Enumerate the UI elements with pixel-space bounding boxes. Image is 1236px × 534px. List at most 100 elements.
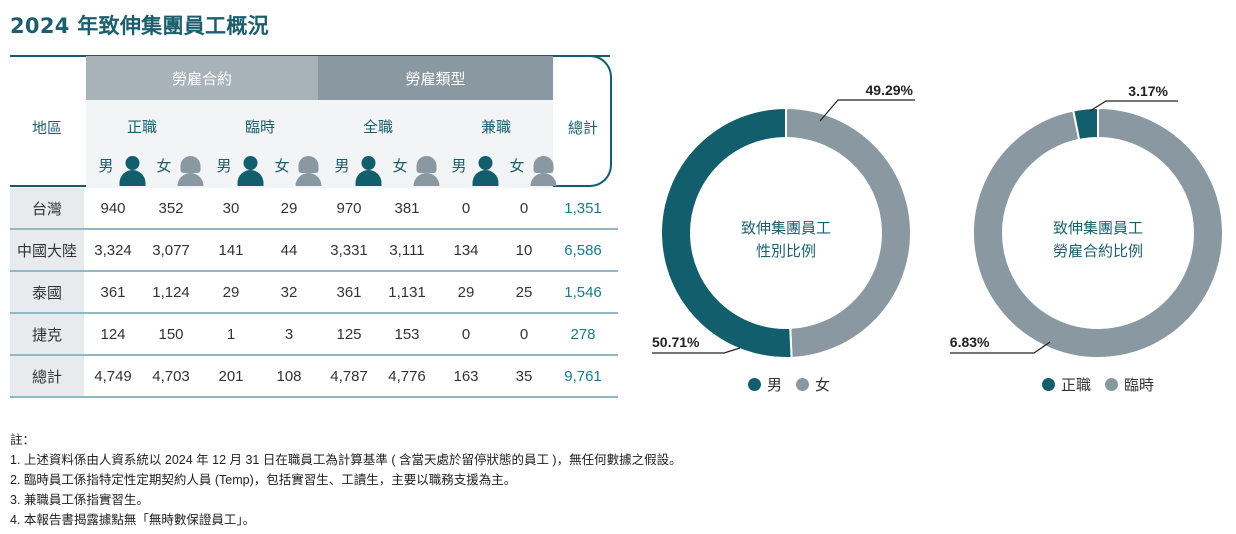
legend-dot-temporary bbox=[1105, 378, 1119, 391]
table-cell: 970 bbox=[336, 200, 362, 217]
row-separator bbox=[10, 312, 618, 314]
footnote-1: 1. 上述資料係由人資系統以 2024 年 12 月 31 日在職員工為計算基準… bbox=[10, 453, 682, 467]
table-cell: 108 bbox=[276, 368, 302, 385]
table-cell: 25 bbox=[515, 284, 533, 301]
table-cell: 125 bbox=[336, 326, 362, 343]
table-cell: 381 bbox=[394, 200, 420, 217]
table-cell: 150 bbox=[158, 326, 184, 343]
female-person-icon bbox=[413, 156, 440, 186]
table-cell: 3,331 bbox=[330, 242, 368, 259]
row-total-cell: 278 bbox=[570, 326, 596, 343]
gender-donut-center-line-1: 致伸集團員工 bbox=[741, 220, 831, 237]
group-header-type: 勞雇類型 bbox=[318, 56, 553, 100]
table-cell: 4,749 bbox=[94, 368, 132, 385]
table-cell: 1,131 bbox=[388, 284, 426, 301]
female-person-icon bbox=[177, 156, 204, 186]
gender-male-leader-line bbox=[652, 347, 741, 354]
gender-female-pct-label: 49.29% bbox=[866, 82, 914, 98]
region-cell: 泰國 bbox=[10, 272, 84, 312]
gender-label-female: 女 bbox=[392, 158, 408, 175]
row-separator bbox=[10, 354, 618, 356]
gender-donut-center-line-2: 性別比例 bbox=[756, 243, 816, 260]
table-cell: 124 bbox=[100, 326, 126, 343]
region-cell: 台灣 bbox=[10, 188, 84, 228]
total-header: 總計 bbox=[567, 120, 599, 137]
contract-regular-pct-label: 3.17% bbox=[1128, 83, 1168, 99]
table-cell: 10 bbox=[515, 242, 533, 259]
gender-ratio-donut: 致伸集團員工 性別比例 49.29% 50.71% bbox=[652, 82, 915, 359]
table-cell: 3 bbox=[284, 326, 294, 343]
gender-label-female: 女 bbox=[509, 158, 525, 175]
row-total-cell: 9,761 bbox=[564, 368, 602, 385]
contract-ratio-donut: 致伸集團員工 勞雇合約比例 3.17% 96.83% bbox=[950, 83, 1224, 359]
gender-header-female: 女 bbox=[392, 152, 440, 186]
table-cell: 352 bbox=[158, 200, 184, 217]
table-cell: 163 bbox=[453, 368, 479, 385]
table-cell: 201 bbox=[218, 368, 244, 385]
subheader-fulltime: 全職 bbox=[362, 119, 394, 136]
legend-item-regular: 正職 bbox=[1042, 374, 1091, 395]
gender-header-female: 女 bbox=[509, 152, 557, 186]
row-total-cell: 1,546 bbox=[564, 284, 602, 301]
table-cell: 1 bbox=[226, 326, 236, 343]
legend-item-temporary: 臨時 bbox=[1105, 374, 1154, 395]
contract-temp-leader-line bbox=[950, 341, 1051, 354]
table-cell: 0 bbox=[461, 326, 471, 343]
footnote-4: 4. 本報告書揭露據點無「無時數保證員工」。 bbox=[10, 513, 256, 527]
gender-label-female: 女 bbox=[156, 158, 172, 175]
male-person-icon bbox=[237, 156, 264, 186]
footnotes: 註： 1. 上述資料係由人資系統以 2024 年 12 月 31 日在職員工為計… bbox=[10, 430, 682, 530]
table-cell: 30 bbox=[222, 200, 240, 217]
legend-label-female: 女 bbox=[815, 377, 831, 394]
gender-header-female: 女 bbox=[156, 152, 204, 186]
contract-donut-center-line-2: 勞雇合約比例 bbox=[1053, 243, 1143, 260]
table-cell: 29 bbox=[222, 284, 240, 301]
slice-male bbox=[660, 106, 793, 359]
table-cell: 361 bbox=[100, 284, 126, 301]
table-cell: 32 bbox=[280, 284, 298, 301]
table-cell: 141 bbox=[218, 242, 244, 259]
gender-label-male: 男 bbox=[216, 158, 232, 175]
footnote-2: 2. 臨時員工係指特定性定期契約人員 (Temp)，包括實習生、工讀生，主要以職… bbox=[10, 473, 517, 487]
group-header-contract: 勞雇合約 bbox=[86, 56, 318, 100]
male-person-icon bbox=[355, 156, 382, 186]
footnote-3: 3. 兼職員工係指實習生。 bbox=[10, 493, 149, 507]
row-total-cell: 1,351 bbox=[564, 200, 602, 217]
row-separator bbox=[10, 228, 618, 230]
employee-table: 勞雇合約 勞雇類型 地區 總計 正職 臨時 全職 兼職 男 女 男 女 男 女 男 女 台灣 9… bbox=[0, 0, 620, 400]
region-cell: 捷克 bbox=[10, 314, 84, 354]
legend-dot-female bbox=[796, 378, 810, 391]
table-cell: 3,111 bbox=[389, 242, 425, 259]
region-header: 地區 bbox=[31, 120, 63, 137]
subheader-temporary: 臨時 bbox=[244, 119, 276, 136]
slice-female bbox=[785, 106, 912, 359]
table-cell: 29 bbox=[280, 200, 298, 217]
contract-donut-center-line-1: 致伸集團員工 bbox=[1053, 220, 1143, 237]
gender-label-male: 男 bbox=[334, 158, 350, 175]
slice-temporary bbox=[972, 106, 1224, 359]
table-cell: 29 bbox=[457, 284, 475, 301]
gender-header-male: 男 bbox=[216, 152, 264, 186]
slice-regular bbox=[1072, 106, 1099, 142]
male-person-icon bbox=[119, 156, 146, 186]
region-cell: 中國大陸 bbox=[10, 230, 84, 270]
table-cell: 4,787 bbox=[330, 368, 368, 385]
gender-label-female: 女 bbox=[274, 158, 290, 175]
legend-dot-male bbox=[748, 378, 761, 391]
region-cell: 總計 bbox=[10, 356, 84, 396]
gender-male-pct-label: 50.71% bbox=[652, 334, 700, 350]
gender-label-male: 男 bbox=[451, 158, 467, 175]
gender-legend: 男 女 bbox=[748, 374, 830, 395]
female-person-icon bbox=[530, 156, 557, 186]
table-cell: 0 bbox=[461, 200, 471, 217]
legend-dot-regular bbox=[1042, 378, 1055, 391]
female-person-icon bbox=[295, 156, 322, 186]
legend-item-male: 男 bbox=[748, 374, 782, 395]
gender-header-male: 男 bbox=[334, 152, 382, 186]
legend-label-temporary: 臨時 bbox=[1124, 377, 1155, 394]
male-person-icon bbox=[472, 156, 499, 186]
table-cell: 153 bbox=[394, 326, 420, 343]
row-separator bbox=[10, 270, 618, 272]
legend-label-regular: 正職 bbox=[1061, 377, 1092, 394]
table-cell: 1,124 bbox=[152, 284, 190, 301]
